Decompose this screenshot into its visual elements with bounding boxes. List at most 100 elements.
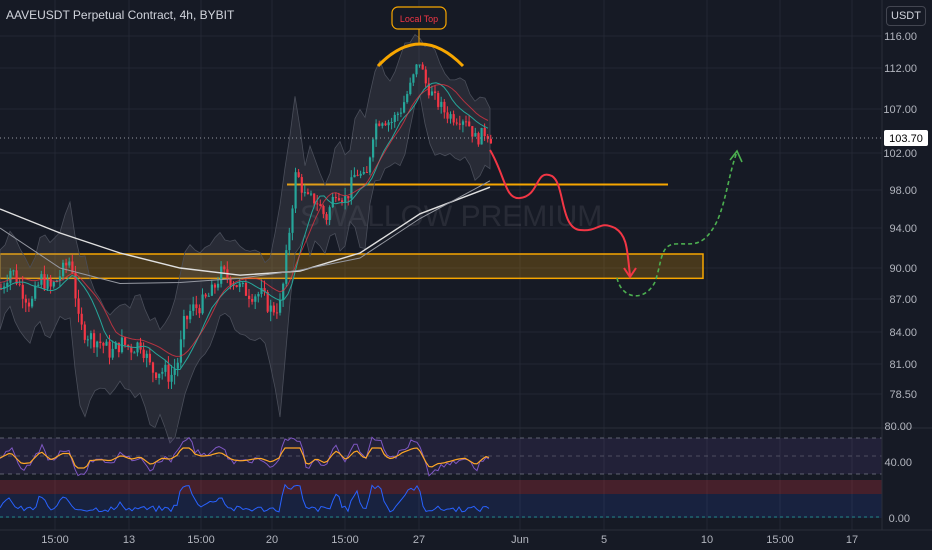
- price-axis[interactable]: 116.00 112.00 107.00 102.00 98.00 94.00 90.00 8…: [881, 0, 928, 530]
- candle-body: [322, 205, 325, 215]
- candle-body: [387, 122, 390, 126]
- candle-body: [375, 123, 378, 140]
- candle-body: [167, 364, 170, 382]
- candle-body: [254, 296, 257, 302]
- candle-body: [130, 346, 133, 353]
- chart-title: AAVEUSDT Perpetual Contract, 4h, BYBIT: [6, 8, 235, 22]
- candle-body: [424, 69, 427, 84]
- candle-body: [105, 341, 108, 346]
- candle-body: [303, 192, 306, 194]
- price-tick-label: 112.00: [884, 63, 917, 75]
- candle-body: [34, 285, 37, 299]
- candle-body: [418, 64, 421, 66]
- candle-body: [412, 74, 415, 83]
- candle-body: [15, 270, 18, 284]
- candle-body: [316, 203, 319, 205]
- projection-up-arrow: [729, 149, 743, 163]
- osc-tick-label: 80.00: [884, 421, 912, 433]
- candle-body: [260, 288, 263, 294]
- candle-body: [297, 172, 300, 178]
- candle-body: [117, 342, 120, 353]
- annotations: Local Top: [0, 6, 882, 297]
- candle-body: [189, 310, 192, 320]
- candle-body: [170, 374, 173, 382]
- candle-body: [328, 207, 331, 220]
- ma-mid-line: [0, 83, 489, 357]
- candle-body: [266, 291, 269, 312]
- candle-body: [403, 102, 406, 113]
- candle-body: [489, 138, 492, 144]
- candle-body: [161, 371, 164, 374]
- candle-body: [220, 266, 223, 284]
- candle-body: [344, 196, 347, 202]
- candle-body: [350, 177, 353, 199]
- candle-body: [31, 298, 34, 307]
- candle-body: [415, 64, 418, 75]
- candle-body: [384, 123, 387, 126]
- osc-signal-line: [0, 447, 490, 469]
- candle-body: [229, 277, 232, 285]
- candle-body: [282, 283, 285, 300]
- candle-body: [83, 324, 86, 340]
- currency-button[interactable]: USDT: [886, 6, 926, 26]
- candle-body: [396, 113, 399, 115]
- price-tick-label: 94.00: [889, 223, 917, 235]
- candle-body: [288, 232, 291, 251]
- time-axis[interactable]: 15:00 13 15:00 20 15:00 27 Jun 5 10 15:00 17: [0, 529, 932, 546]
- candle-body: [198, 308, 201, 314]
- candle-body: [207, 295, 210, 297]
- lower-blue-band: [0, 494, 882, 518]
- price-tick-label: 87.00: [889, 294, 917, 306]
- candle-body: [173, 368, 176, 375]
- candle-body: [148, 353, 151, 363]
- candle-body: [347, 196, 350, 199]
- candle-body: [74, 272, 77, 299]
- osc-tick-label: 40.00: [884, 457, 912, 469]
- candle-body: [89, 333, 93, 340]
- candle-body: [334, 196, 337, 199]
- candle-body: [186, 316, 189, 320]
- projection-up-path: [616, 151, 738, 297]
- time-tick-label: 15:00: [187, 534, 215, 546]
- candle-body: [483, 127, 486, 137]
- candle-body: [421, 64, 424, 70]
- candle-body: [108, 341, 111, 358]
- candle-body: [9, 270, 12, 283]
- price-tick-label: 90.00: [889, 263, 917, 275]
- candle-body: [52, 281, 55, 287]
- candle-body: [378, 123, 381, 126]
- candle-body: [313, 193, 316, 204]
- candle-body: [12, 270, 15, 272]
- candle-body: [133, 352, 136, 354]
- candle-body: [331, 196, 334, 208]
- candle-body: [102, 342, 105, 346]
- bollinger-ribbon: [0, 34, 491, 444]
- time-tick-label: 15:00: [766, 534, 794, 546]
- candle-body: [151, 362, 155, 373]
- grid-lines: [0, 0, 882, 530]
- candle-body: [238, 283, 241, 287]
- projection-down-path: [489, 149, 631, 276]
- candle-body: [21, 284, 24, 299]
- time-tick-label: 15:00: [41, 534, 69, 546]
- candle-body: [452, 114, 455, 123]
- candle-body: [437, 93, 440, 107]
- candle-body: [248, 295, 251, 299]
- moving-averages: [0, 82, 491, 370]
- candle-body: [306, 192, 310, 194]
- candle-body: [393, 114, 396, 122]
- candle-body: [164, 364, 167, 372]
- candle-body: [272, 305, 275, 313]
- candle-body: [381, 123, 384, 126]
- candle-body: [257, 293, 260, 297]
- candle-body: [176, 362, 179, 369]
- candle-body: [390, 121, 393, 123]
- watermark: SWALLOW PREMIUM: [300, 200, 602, 233]
- candle-body: [27, 302, 31, 307]
- candle-body: [223, 266, 226, 270]
- candle-body: [341, 200, 344, 202]
- candle-body: [455, 122, 458, 124]
- candle-body: [114, 342, 117, 349]
- candle-body: [471, 126, 474, 137]
